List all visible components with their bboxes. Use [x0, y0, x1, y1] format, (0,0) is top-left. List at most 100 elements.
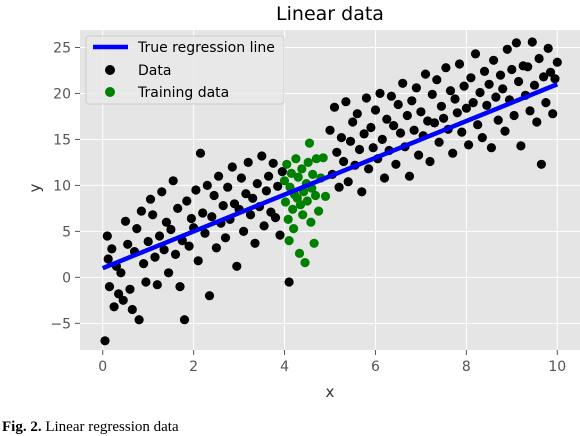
training-data-point — [298, 210, 308, 220]
data-point — [379, 173, 390, 183]
y-tick-label: 20 — [53, 86, 71, 102]
data-point — [164, 268, 174, 278]
data-point — [536, 159, 547, 169]
data-point — [491, 92, 501, 102]
data-point — [114, 289, 124, 299]
data-point — [243, 157, 253, 167]
data-point — [466, 73, 476, 83]
data-point — [486, 143, 496, 153]
data-point — [552, 57, 562, 67]
data-point — [434, 137, 444, 147]
data-point — [407, 96, 417, 106]
data-point — [459, 81, 469, 91]
legend-label-regression: True regression line — [137, 40, 275, 56]
data-point — [525, 106, 535, 116]
data-point — [514, 76, 524, 87]
training-data-point — [310, 190, 321, 201]
x-tick-label: 6 — [371, 359, 380, 375]
training-data-point — [320, 191, 331, 201]
training-data-point — [282, 159, 292, 169]
legend-box — [85, 35, 285, 105]
data-point — [268, 158, 278, 168]
data-point — [252, 179, 262, 189]
data-point — [500, 126, 510, 136]
data-point — [461, 103, 471, 113]
data-point — [429, 118, 440, 128]
data-point — [464, 140, 474, 150]
x-tick-label: 4 — [280, 359, 289, 375]
training-data-point — [280, 197, 291, 207]
data-point — [277, 167, 287, 177]
training-data-point — [284, 236, 294, 246]
data-point — [166, 224, 176, 235]
data-point — [275, 230, 285, 240]
data-point — [482, 100, 492, 110]
training-data-point — [300, 258, 310, 268]
data-point — [325, 125, 335, 135]
data-point — [209, 190, 219, 201]
data-point — [473, 120, 483, 130]
data-point — [352, 109, 362, 119]
data-point — [127, 304, 137, 315]
data-point — [245, 210, 256, 220]
training-data-point — [279, 176, 290, 186]
training-data-point — [314, 206, 324, 216]
data-point — [195, 148, 206, 158]
data-point — [332, 147, 342, 157]
legend: True regression line Data Training data — [85, 35, 285, 105]
data-point — [377, 134, 387, 144]
data-point — [516, 141, 526, 151]
data-point — [132, 224, 142, 234]
data-point — [395, 128, 406, 138]
data-point — [511, 38, 521, 48]
data-point — [107, 244, 117, 254]
data-point — [359, 129, 369, 139]
ticks: 0 2 4 6 8 10 −5 0 5 10 15 20 25 — [50, 40, 566, 375]
training-data-point — [302, 196, 312, 206]
data-point — [223, 182, 233, 192]
y-tick-label: 5 — [62, 224, 71, 240]
y-tick-label: 0 — [62, 270, 71, 286]
training-data-point — [283, 214, 293, 224]
training-data-point — [308, 169, 318, 179]
data-point — [454, 59, 465, 69]
data-point — [141, 277, 151, 287]
training-data-point — [309, 238, 319, 248]
data-point — [207, 212, 217, 222]
data-point — [357, 187, 367, 197]
data-point — [529, 80, 540, 90]
training-data-point — [289, 224, 299, 234]
data-point — [484, 79, 494, 89]
data-point — [241, 189, 251, 199]
data-point — [148, 210, 158, 220]
data-point — [211, 243, 221, 253]
data-point — [386, 91, 396, 101]
data-point — [273, 181, 283, 191]
data-point — [270, 213, 281, 223]
data-point — [425, 156, 435, 167]
chart-title: Linear data — [276, 3, 384, 25]
data-point — [393, 99, 403, 110]
legend-marker-training — [105, 87, 115, 97]
data-point — [343, 177, 353, 187]
caption-text: Linear regression data — [45, 419, 179, 435]
data-point — [527, 37, 537, 47]
data-point — [361, 93, 371, 103]
training-data-point — [297, 164, 307, 174]
data-point — [220, 233, 231, 243]
data-point — [364, 164, 374, 174]
data-point — [159, 245, 169, 255]
data-point — [100, 336, 110, 346]
training-data-point — [286, 168, 296, 178]
data-point — [493, 115, 503, 125]
data-point — [532, 117, 542, 127]
data-point — [250, 238, 260, 248]
training-data-point — [304, 138, 315, 148]
data-point — [468, 98, 478, 108]
data-point — [375, 88, 385, 98]
data-point — [448, 148, 458, 158]
training-data-point — [306, 217, 316, 227]
data-point — [182, 196, 192, 206]
data-point — [284, 277, 294, 287]
